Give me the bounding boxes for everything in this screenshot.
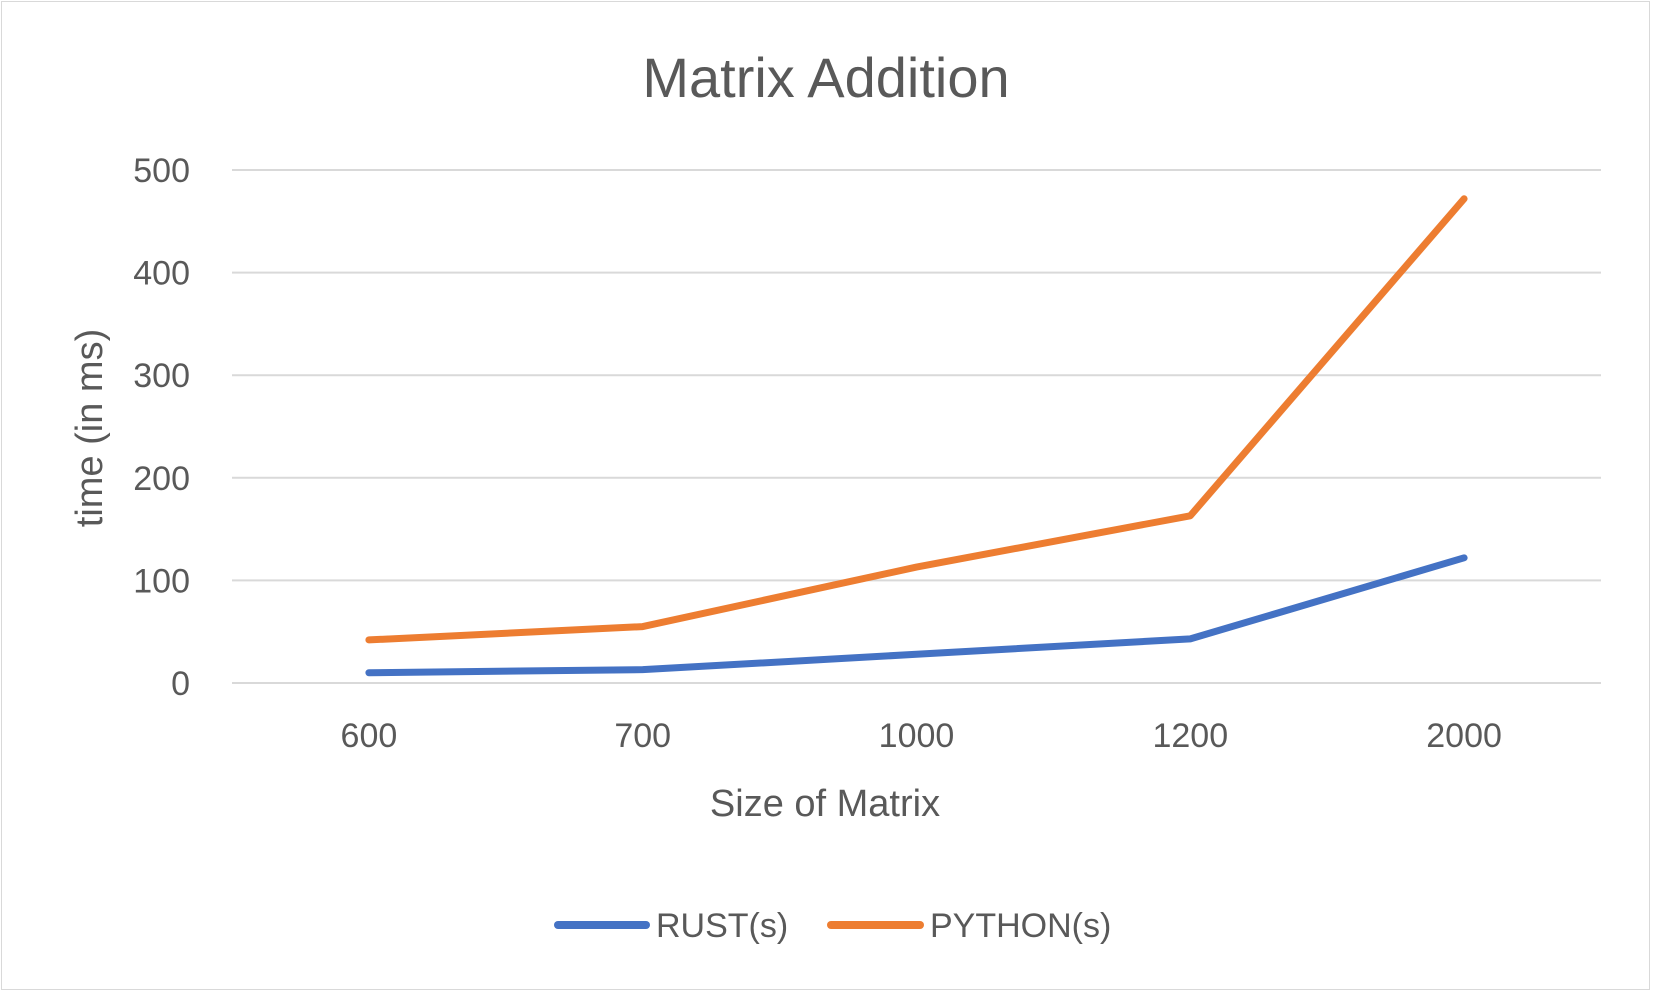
legend-label: RUST(s): [656, 907, 788, 945]
y-tick-label: 500: [133, 152, 190, 190]
x-tick-label: 2000: [1426, 717, 1502, 755]
x-axis-title: Size of Matrix: [710, 783, 940, 825]
legend-label: PYTHON(s): [930, 907, 1111, 945]
x-tick-label: 700: [614, 717, 671, 755]
x-tick-label: 1200: [1152, 717, 1228, 755]
series-lines: [365, 195, 1468, 677]
y-tick-label: 400: [133, 255, 190, 293]
x-tick-label: 1000: [879, 717, 955, 755]
y-axis-title: time (in ms): [69, 329, 111, 527]
chart-title: Matrix Addition: [642, 46, 1009, 109]
y-tick-label: 300: [133, 357, 190, 395]
y-tick-label: 200: [133, 460, 190, 498]
y-tick-label: 0: [171, 665, 190, 703]
legend: RUST(s) PYTHON(s): [554, 907, 1111, 945]
x-axis-ticks: 600 700 1000 1200 2000: [341, 717, 1502, 755]
series-line-rust-s: [365, 554, 1468, 677]
y-axis-ticks: 0 100 200 300 400 500: [133, 152, 190, 703]
gridlines: [232, 169, 1601, 684]
y-tick-label: 100: [133, 562, 190, 600]
series-line-python-s: [365, 195, 1468, 644]
x-tick-label: 600: [341, 717, 398, 755]
